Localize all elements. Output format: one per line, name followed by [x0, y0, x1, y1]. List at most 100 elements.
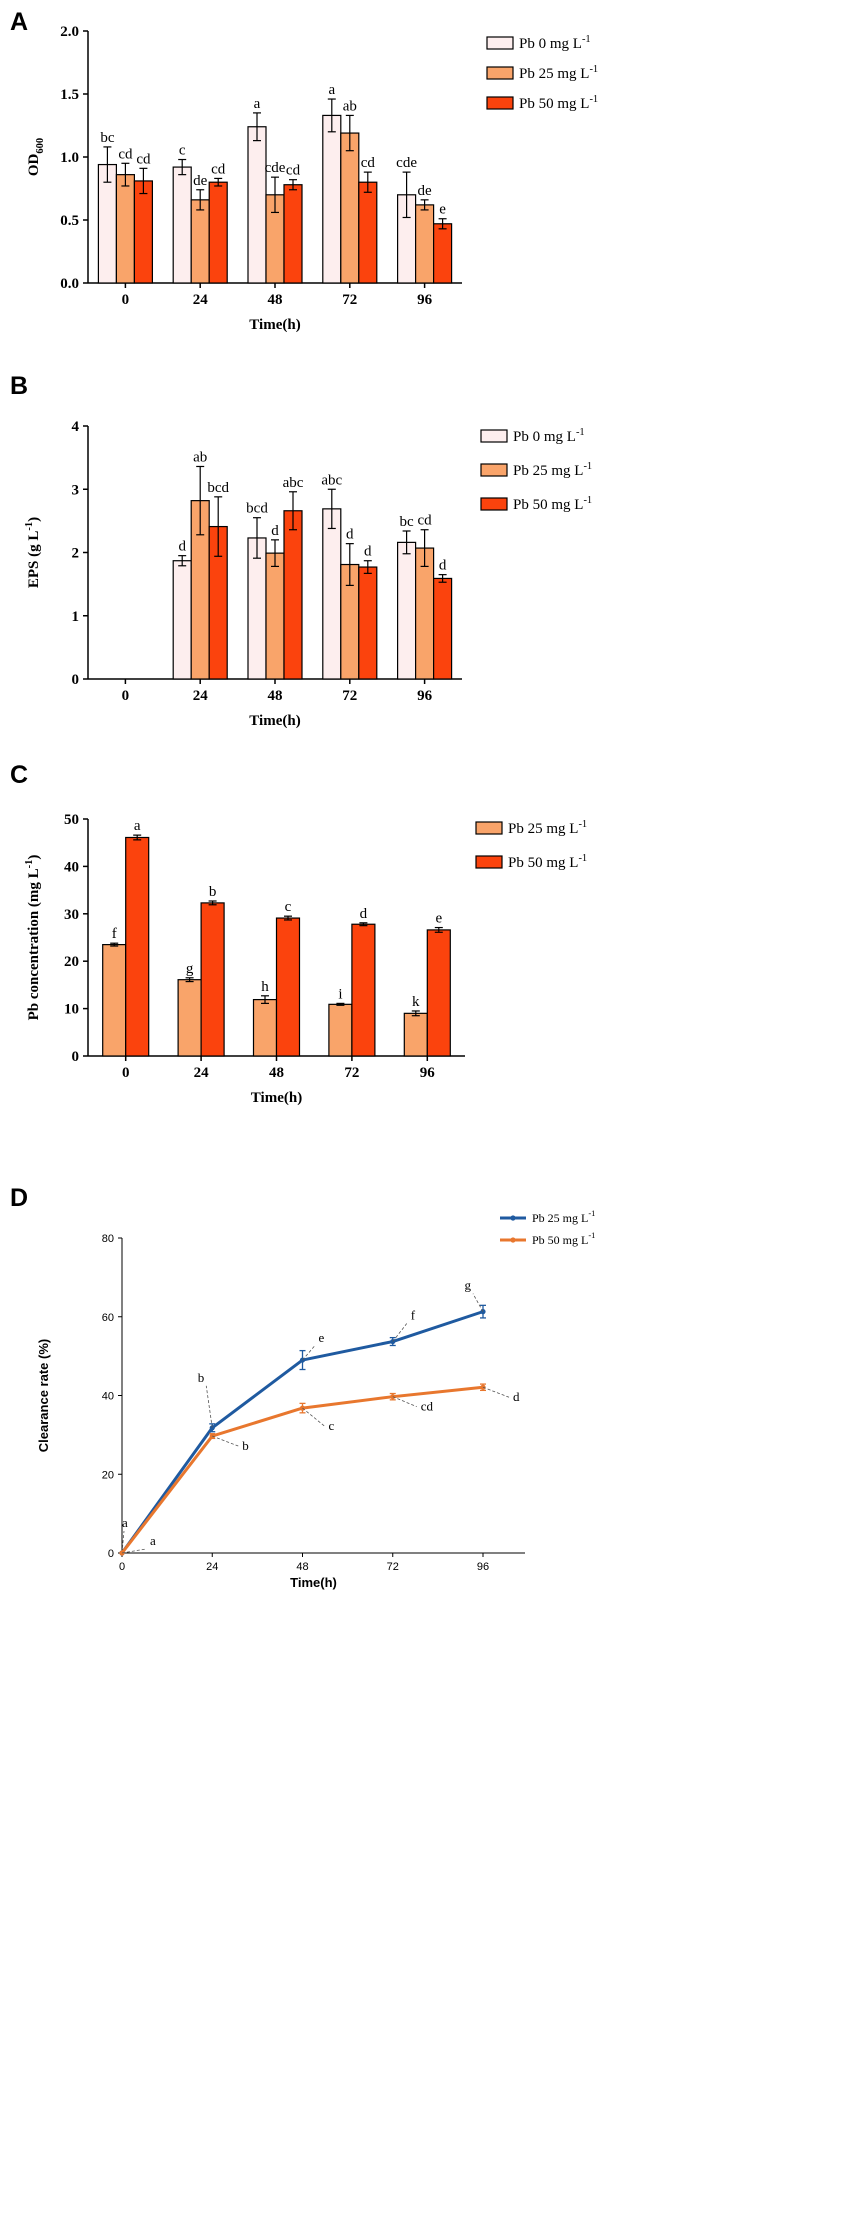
- significance-letter: g: [186, 961, 194, 977]
- significance-letter: d: [178, 539, 186, 555]
- y-tick-label: 30: [64, 907, 79, 923]
- significance-letter: cd: [286, 163, 301, 179]
- x-tick-label: 72: [342, 292, 357, 308]
- y-tick-label: 1.5: [60, 87, 79, 103]
- bar: [283, 510, 303, 680]
- legend-marker: [510, 1215, 516, 1221]
- bar: [133, 180, 153, 284]
- annotation-leader: [472, 1293, 484, 1312]
- bar: [208, 181, 228, 284]
- y-tick-label: 80: [102, 1233, 114, 1245]
- y-tick-label: 20: [64, 954, 79, 970]
- legend-label: Pb 25 mg L-1: [532, 1209, 595, 1225]
- significance-letter: cd: [421, 1399, 434, 1414]
- y-tick-label: 20: [102, 1469, 114, 1481]
- panel-label-B: B: [10, 372, 28, 400]
- significance-letter: cd: [211, 161, 226, 177]
- y-tick-label: 1: [72, 609, 80, 625]
- x-tick-label: 96: [420, 1065, 436, 1081]
- significance-letter: cd: [418, 513, 433, 529]
- significance-letter: d: [364, 544, 372, 560]
- x-tick-label: 0: [122, 688, 130, 704]
- significance-letter: f: [411, 1308, 416, 1323]
- significance-letter: bc: [400, 514, 415, 530]
- bar: [102, 944, 127, 1057]
- legend-marker: [510, 1237, 516, 1243]
- x-tick-label: 72: [342, 688, 357, 704]
- significance-letter: e: [439, 202, 446, 218]
- bar: [358, 181, 378, 284]
- y-tick-label: 50: [64, 812, 79, 828]
- y-axis-title: OD600: [26, 138, 46, 176]
- annotation-leader: [392, 1396, 417, 1408]
- legend-swatch: [480, 463, 508, 477]
- significance-letter: bcd: [207, 480, 229, 496]
- significance-letter: a: [254, 96, 261, 112]
- bar: [403, 1012, 428, 1057]
- x-tick-label: 0: [119, 1561, 125, 1573]
- bar: [265, 552, 285, 680]
- x-tick-label: 96: [477, 1561, 489, 1573]
- significance-letter: e: [435, 911, 442, 927]
- y-tick-label: 0: [108, 1548, 114, 1560]
- legend-swatch: [480, 497, 508, 511]
- bar: [115, 174, 136, 284]
- significance-letter: d: [360, 906, 368, 922]
- annotation-leader: [302, 1345, 315, 1361]
- x-tick-label: 96: [417, 292, 433, 308]
- bar: [358, 566, 378, 680]
- bar: [351, 923, 376, 1057]
- y-tick-label: 40: [102, 1391, 114, 1403]
- bar: [247, 126, 267, 284]
- y-tick-label: 10: [64, 1002, 79, 1018]
- bar: [397, 541, 417, 680]
- bar: [340, 132, 360, 284]
- bar: [200, 902, 225, 1057]
- bar: [322, 508, 342, 680]
- significance-letter: a: [134, 818, 141, 834]
- legend-label: Pb 50 mg L-1: [513, 495, 592, 513]
- legend-swatch: [486, 96, 514, 110]
- bar: [172, 166, 192, 284]
- legend-label: Pb 25 mg L-1: [508, 819, 587, 837]
- annotation-leader: [302, 1407, 325, 1427]
- bar: [415, 547, 435, 680]
- significance-letter: h: [261, 979, 269, 995]
- significance-letter: cde: [265, 160, 286, 176]
- x-axis-title: Time(h): [249, 317, 300, 333]
- significance-letter: f: [112, 926, 117, 942]
- legend-label: Pb 50 mg L-1: [508, 853, 587, 871]
- significance-letter: d: [439, 558, 447, 574]
- annotation-leader: [482, 1386, 510, 1398]
- significance-letter: b: [209, 884, 217, 900]
- annotation-leader: [212, 1435, 239, 1447]
- significance-letter: e: [319, 1330, 325, 1345]
- significance-letter: a: [150, 1533, 156, 1548]
- bar: [283, 184, 303, 284]
- y-tick-label: 2: [72, 546, 80, 562]
- legend-swatch: [475, 855, 503, 869]
- annotation-leader: [121, 1530, 125, 1554]
- significance-letter: bcd: [246, 501, 268, 517]
- x-tick-label: 24: [193, 688, 209, 704]
- x-tick-label: 72: [344, 1065, 359, 1081]
- panel-label-C: C: [10, 761, 28, 789]
- bar: [190, 199, 210, 284]
- significance-letter: a: [328, 82, 335, 98]
- bar: [125, 836, 150, 1057]
- x-tick-label: 0: [122, 292, 130, 308]
- y-axis-title: EPS (g L-1): [24, 517, 42, 588]
- significance-letter: ab: [343, 98, 357, 114]
- x-axis-title: Time(h): [251, 1090, 302, 1106]
- y-tick-label: 4: [72, 419, 80, 435]
- y-tick-label: 40: [64, 859, 79, 875]
- x-tick-label: 24: [194, 1065, 210, 1081]
- significance-letter: c: [285, 899, 292, 915]
- bar: [328, 1003, 353, 1057]
- legend-label: Pb 50 mg L-1: [532, 1231, 595, 1247]
- x-tick-label: 48: [268, 688, 283, 704]
- significance-letter: abc: [283, 475, 304, 491]
